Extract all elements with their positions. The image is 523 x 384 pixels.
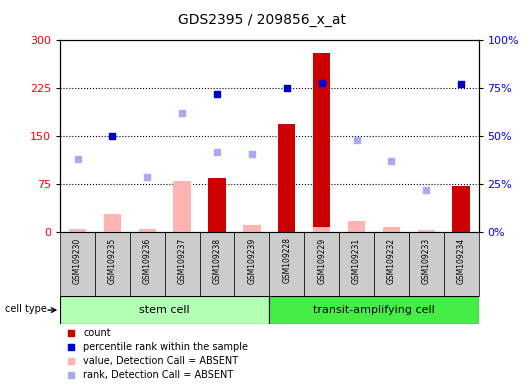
Point bbox=[66, 358, 75, 364]
Bar bbox=[139, 229, 156, 232]
Bar bbox=[60, 232, 95, 296]
Bar bbox=[339, 232, 374, 296]
Point bbox=[178, 110, 186, 116]
Text: GSM109236: GSM109236 bbox=[143, 237, 152, 284]
Bar bbox=[409, 232, 444, 296]
Bar bbox=[278, 124, 295, 232]
Bar bbox=[104, 214, 121, 232]
Text: transit-amplifying cell: transit-amplifying cell bbox=[313, 305, 435, 315]
Text: value, Detection Call = ABSENT: value, Detection Call = ABSENT bbox=[83, 356, 238, 366]
Point bbox=[422, 187, 430, 193]
Point bbox=[66, 372, 75, 378]
Text: count: count bbox=[83, 328, 111, 338]
Text: GDS2395 / 209856_x_at: GDS2395 / 209856_x_at bbox=[177, 13, 346, 27]
Point bbox=[213, 91, 221, 97]
Point bbox=[66, 330, 75, 336]
Bar bbox=[417, 230, 435, 232]
Bar bbox=[304, 232, 339, 296]
Point bbox=[73, 156, 82, 162]
Text: GSM109234: GSM109234 bbox=[457, 237, 465, 284]
Point bbox=[108, 133, 117, 139]
Text: GSM109231: GSM109231 bbox=[352, 237, 361, 283]
Bar bbox=[69, 229, 86, 232]
Point bbox=[248, 151, 256, 157]
Text: rank, Detection Call = ABSENT: rank, Detection Call = ABSENT bbox=[83, 370, 233, 380]
Text: GSM109237: GSM109237 bbox=[178, 237, 187, 284]
Point bbox=[387, 158, 395, 164]
Bar bbox=[444, 232, 479, 296]
Bar bbox=[95, 232, 130, 296]
Text: GSM109228: GSM109228 bbox=[282, 237, 291, 283]
Text: GSM109235: GSM109235 bbox=[108, 237, 117, 284]
Point bbox=[213, 149, 221, 155]
Bar bbox=[383, 227, 400, 232]
Text: GSM109229: GSM109229 bbox=[317, 237, 326, 283]
Bar bbox=[313, 227, 331, 232]
Text: GSM109232: GSM109232 bbox=[387, 237, 396, 283]
Bar bbox=[313, 53, 331, 232]
Bar bbox=[208, 178, 226, 232]
Point bbox=[66, 344, 75, 350]
Bar bbox=[234, 232, 269, 296]
Bar bbox=[60, 296, 269, 324]
Bar bbox=[200, 232, 234, 296]
Point bbox=[317, 79, 326, 86]
Text: GSM109238: GSM109238 bbox=[212, 237, 222, 283]
Bar bbox=[348, 221, 365, 232]
Bar bbox=[452, 186, 470, 232]
Point bbox=[282, 85, 291, 91]
Point bbox=[457, 81, 465, 88]
Bar bbox=[243, 225, 260, 232]
Text: GSM109239: GSM109239 bbox=[247, 237, 256, 284]
Bar bbox=[269, 296, 479, 324]
Point bbox=[353, 137, 361, 143]
Bar bbox=[269, 232, 304, 296]
Bar bbox=[165, 232, 200, 296]
Text: cell type: cell type bbox=[5, 304, 47, 314]
Point bbox=[143, 174, 152, 180]
Text: GSM109230: GSM109230 bbox=[73, 237, 82, 284]
Bar bbox=[130, 232, 165, 296]
Bar bbox=[374, 232, 409, 296]
Text: GSM109233: GSM109233 bbox=[422, 237, 431, 284]
Text: percentile rank within the sample: percentile rank within the sample bbox=[83, 342, 248, 352]
Text: stem cell: stem cell bbox=[140, 305, 190, 315]
Bar bbox=[174, 181, 191, 232]
